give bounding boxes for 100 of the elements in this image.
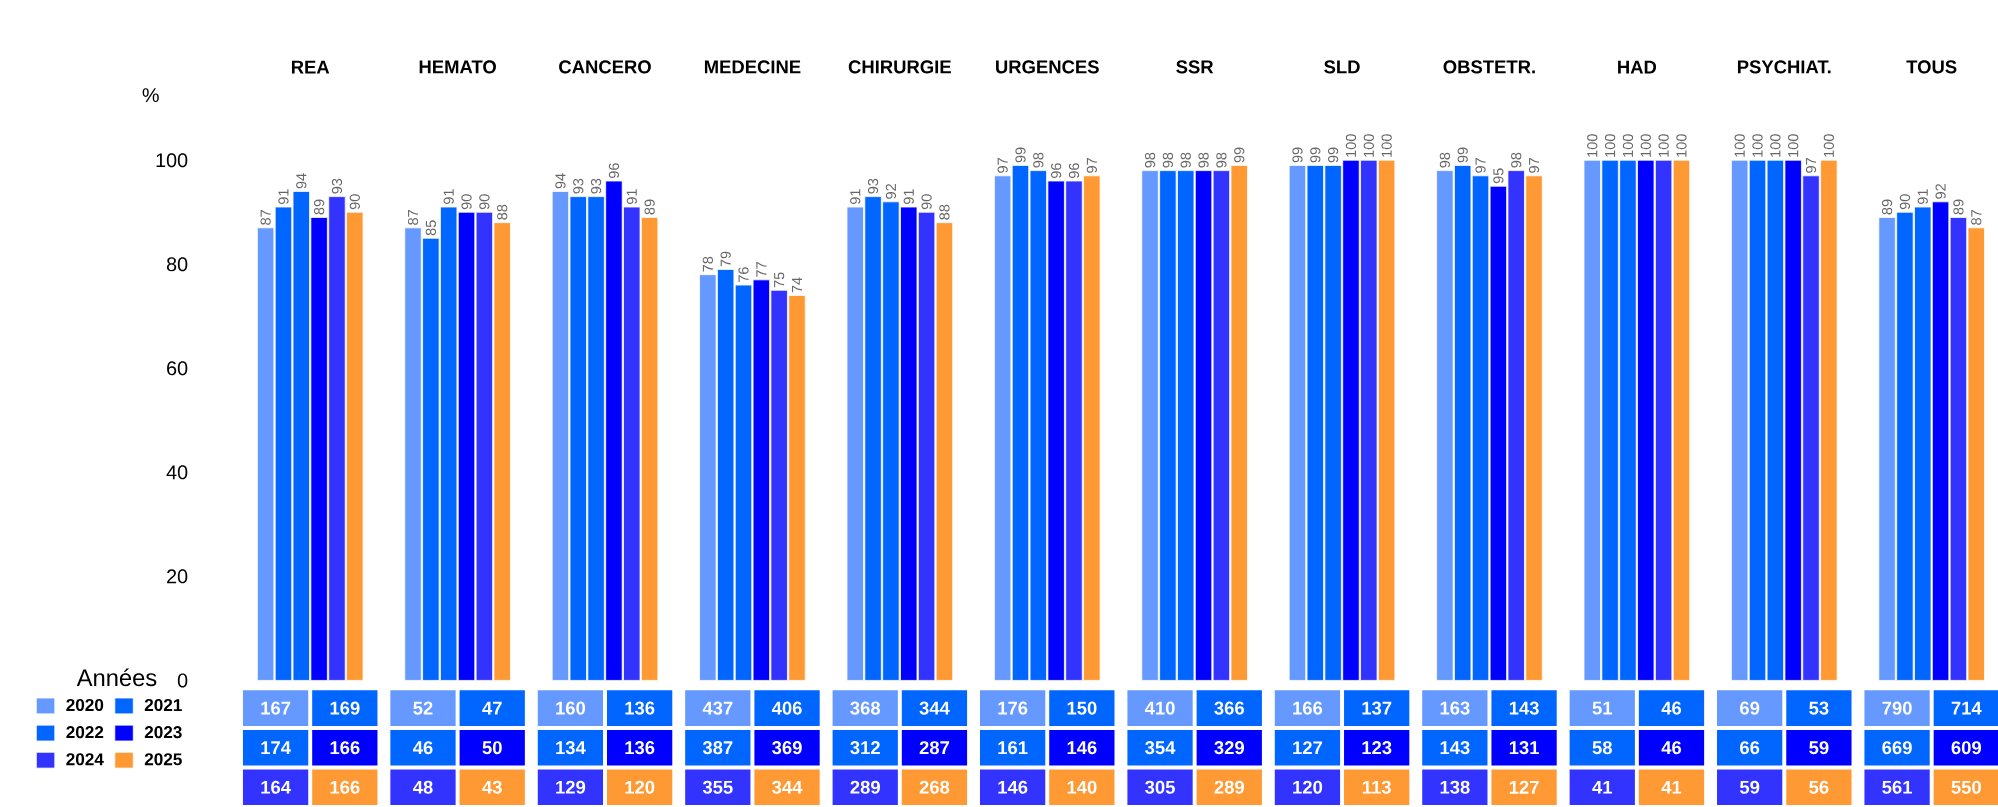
data-label: 88	[939, 204, 950, 220]
text: 113	[1362, 780, 1391, 794]
text: 41	[1661, 780, 1682, 794]
y-axis-title: %	[142, 88, 159, 103]
data-label: 99	[1015, 147, 1026, 163]
x-tick-label: MEDECINE	[704, 60, 801, 74]
data-label: 100	[1622, 134, 1634, 157]
data-label: 91	[850, 189, 861, 204]
data-label: 90	[921, 194, 932, 210]
text: 268	[919, 780, 950, 794]
data-label: 98	[1198, 152, 1209, 168]
data-label: 90	[349, 194, 360, 210]
text: 48	[413, 780, 433, 794]
text: 46	[413, 741, 433, 755]
data-label: 100	[1752, 134, 1763, 157]
legend-label: 2024	[66, 753, 104, 766]
text: 140	[1067, 780, 1097, 794]
data-label: 100	[1788, 134, 1799, 157]
data-label: 99	[1234, 147, 1245, 163]
text: 163	[1440, 701, 1470, 715]
text: 387	[702, 741, 733, 755]
text: 134	[556, 741, 586, 755]
text: 50	[482, 741, 502, 755]
data-label: 92	[885, 184, 897, 199]
x-tick-label: SSR	[1176, 60, 1214, 74]
data-label: 91	[443, 189, 454, 204]
data-label: 93	[331, 178, 343, 194]
text: 669	[1882, 741, 1912, 755]
legend-label: 2022	[66, 726, 104, 739]
data-label: 100	[1381, 134, 1392, 157]
data-label: 87	[260, 210, 271, 225]
data-label: 100	[1640, 134, 1651, 157]
text: 289	[1214, 780, 1244, 794]
data-label: 92	[1935, 184, 1946, 199]
y-tick-label: 40	[166, 465, 188, 480]
text: 146	[1067, 741, 1097, 755]
text: 344	[919, 701, 950, 715]
data-label: 91	[1917, 189, 1928, 204]
data-label: 99	[1292, 147, 1303, 163]
x-tick-label: REA	[291, 60, 330, 74]
text: 561	[1882, 780, 1912, 794]
text: 66	[1740, 741, 1760, 755]
data-label: 89	[644, 199, 655, 215]
text: 369	[772, 741, 802, 755]
x-tick-label: HEMATO	[419, 60, 496, 74]
data-label: 99	[1328, 147, 1339, 163]
text: 714	[1951, 701, 1982, 715]
legend-label: 2023	[144, 726, 182, 739]
text: 287	[919, 741, 950, 755]
text: 368	[850, 701, 881, 715]
text: 46	[1661, 741, 1682, 755]
text: 366	[1214, 701, 1244, 715]
x-tick-label: SLD	[1324, 60, 1360, 74]
y-tick-label: 60	[167, 361, 188, 376]
data-label: 98	[1180, 152, 1191, 168]
data-label: 96	[1051, 163, 1062, 178]
data-label: 74	[792, 277, 802, 293]
data-label: 97	[1805, 158, 1817, 173]
text: 146	[998, 780, 1028, 794]
text: 406	[771, 701, 802, 715]
data-label: 78	[702, 256, 713, 272]
text: 143	[1440, 741, 1470, 755]
data-label: 90	[479, 194, 490, 210]
y-tick-label: 80	[166, 257, 188, 272]
y-tick-label: 20	[167, 569, 188, 584]
text: 129	[556, 780, 586, 794]
data-label: 94	[296, 173, 307, 189]
text: 355	[702, 780, 733, 794]
text: 305	[1145, 780, 1175, 794]
text: 120	[1293, 780, 1323, 794]
x-tick-label: OBSTETR.	[1443, 60, 1535, 74]
text: 150	[1067, 701, 1097, 715]
text: 138	[1440, 780, 1470, 794]
text: 176	[998, 701, 1028, 715]
data-label: 100	[1604, 134, 1616, 157]
x-tick-label: URGENCES	[996, 60, 1099, 74]
data-label: 98	[1144, 152, 1156, 168]
text: 166	[330, 780, 360, 794]
data-label: 96	[608, 163, 620, 178]
text: 52	[413, 701, 433, 715]
data-label: 93	[867, 178, 879, 194]
data-label: 98	[1439, 152, 1450, 168]
x-tick-label: PSYCHIAT.	[1737, 60, 1831, 74]
data-label: 100	[1823, 134, 1834, 157]
x-tick-label: HAD	[1618, 60, 1657, 74]
text: 312	[850, 741, 880, 755]
data-label: 100	[1676, 134, 1687, 157]
text: 164	[261, 780, 291, 794]
data-label: 94	[555, 173, 566, 189]
legend-label: 2025	[144, 753, 182, 766]
text: 550	[1951, 780, 1981, 794]
data-label: 87	[1971, 210, 1982, 225]
data-label: 97	[1086, 158, 1097, 173]
data-label: 100	[1587, 134, 1598, 157]
text: 174	[261, 741, 291, 755]
data-label: 79	[720, 251, 731, 267]
text: 160	[556, 701, 586, 715]
text: 56	[1809, 780, 1829, 794]
y-tick-label: 0	[177, 673, 188, 688]
data-label: 100	[1658, 134, 1669, 157]
